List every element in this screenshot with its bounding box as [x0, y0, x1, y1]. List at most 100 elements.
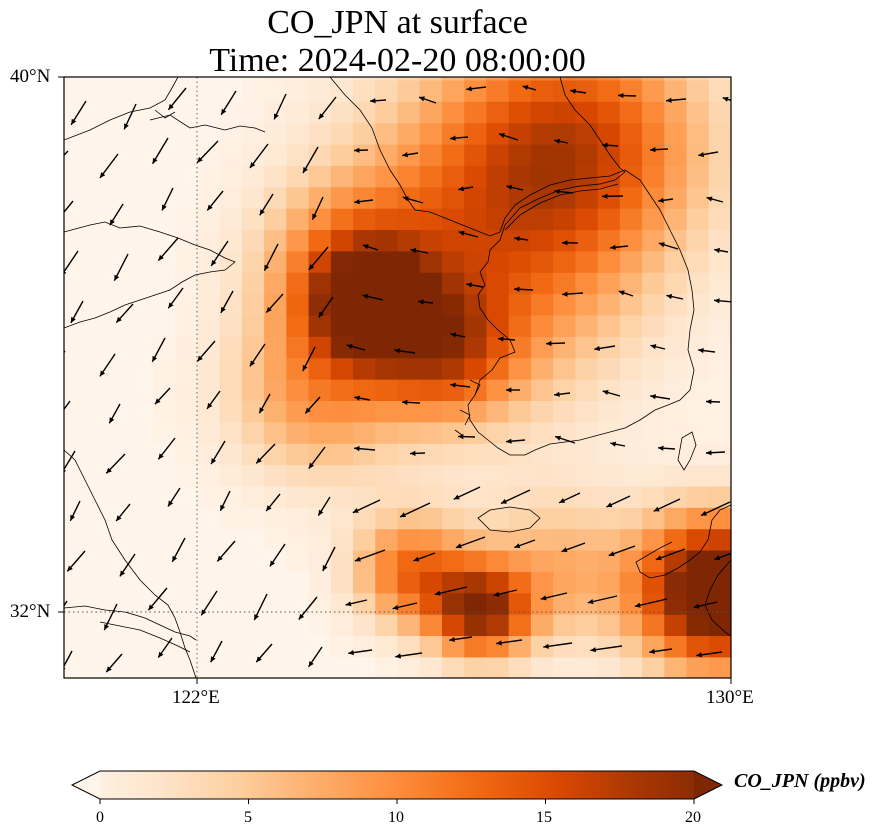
wind-arrow	[354, 446, 376, 452]
field-cell	[619, 378, 643, 402]
field-cell	[508, 186, 532, 209]
map-subtitle-time: Time: 2024-02-20 08:00:00	[209, 42, 586, 79]
field-cell	[664, 101, 688, 124]
wind-arrow	[196, 140, 219, 164]
field-cell	[597, 122, 621, 145]
wind-arrow	[210, 640, 223, 663]
colorbar-tick-15: 15	[536, 809, 552, 826]
wind-arrow	[354, 199, 374, 205]
field-cell	[686, 143, 710, 166]
field-cell	[419, 77, 443, 81]
field-cell	[575, 271, 599, 295]
field-cell	[642, 77, 666, 81]
field-cell	[575, 143, 599, 166]
field-cell	[286, 378, 310, 402]
field-cell	[664, 207, 688, 231]
wind-arrow	[722, 96, 731, 102]
field-cell	[441, 656, 465, 678]
field-cell	[575, 77, 599, 81]
colorbar-tick-10: 10	[388, 809, 404, 826]
field-cell	[530, 442, 554, 466]
field-cell	[575, 507, 599, 530]
wind-arrow	[554, 188, 574, 195]
field-cell	[308, 592, 332, 615]
field-cell	[264, 143, 288, 166]
field-cell	[553, 635, 577, 658]
field-cell	[486, 421, 510, 444]
field-cell	[464, 122, 488, 145]
field-cell	[197, 357, 221, 380]
field-cell	[508, 357, 532, 380]
field-cell	[375, 165, 399, 188]
field-cell	[330, 77, 354, 81]
wind-arrow	[70, 300, 84, 324]
wind-arrow	[64, 200, 74, 214]
field-cell	[708, 656, 731, 678]
field-cell	[397, 485, 421, 508]
wind-arrow	[103, 603, 118, 631]
field-cell	[553, 442, 577, 466]
field-cell	[330, 421, 354, 444]
wind-arrow	[369, 98, 387, 104]
wind-arrow	[522, 85, 537, 91]
field-cell	[375, 79, 399, 102]
colorbar-fill	[72, 771, 722, 799]
field-cell	[553, 77, 577, 81]
field-cell	[486, 507, 510, 530]
field-cell	[708, 79, 731, 102]
field-cell	[642, 101, 666, 124]
field-cell	[219, 485, 243, 508]
field-cell	[219, 507, 243, 530]
field-cell	[664, 77, 688, 81]
field-cell	[375, 186, 399, 209]
field-cell	[619, 485, 643, 508]
field-cell	[597, 293, 621, 316]
field-cell	[375, 507, 399, 530]
field-cell	[308, 101, 332, 124]
wind-arrow	[610, 441, 626, 447]
field-cell	[286, 336, 310, 359]
wind-arrow	[655, 548, 686, 561]
field-cell	[241, 271, 265, 295]
field-cell	[708, 485, 731, 508]
coastline-yangtze-south	[99, 621, 191, 653]
field-cell	[530, 293, 554, 316]
field-cell	[264, 77, 288, 81]
field-cell	[308, 528, 332, 551]
field-cell	[508, 79, 532, 102]
field-cell	[419, 250, 443, 273]
field-cell	[619, 613, 643, 637]
field-cell	[708, 314, 731, 337]
field-cell	[486, 271, 510, 295]
field-cell	[597, 143, 621, 166]
coastline-jiangsu	[64, 449, 197, 678]
field-cell	[419, 507, 443, 530]
field-cell	[731, 315, 754, 337]
field-cell	[441, 464, 465, 487]
field-cell	[375, 400, 399, 423]
field-cell	[308, 250, 332, 273]
colorbar-tick-20: 20	[685, 809, 701, 826]
field-cell	[686, 378, 710, 402]
field-cell	[286, 186, 310, 209]
field-cell	[397, 165, 421, 188]
field-cell	[553, 421, 577, 444]
field-cell	[353, 485, 377, 508]
field-cell	[708, 421, 731, 444]
field-cell	[419, 635, 443, 658]
field-cell	[619, 143, 643, 166]
field-cell	[553, 186, 577, 209]
field-cell	[597, 442, 621, 466]
field-cell	[219, 250, 243, 273]
field-cell	[553, 250, 577, 273]
field-cell	[686, 186, 710, 209]
wind-arrow	[216, 540, 236, 562]
coastline-north-korea-east	[559, 77, 626, 173]
field-cell	[197, 165, 221, 188]
field-cell	[619, 464, 643, 487]
wind-arrow	[608, 545, 636, 557]
concentration-field	[152, 77, 754, 678]
wind-arrow	[418, 299, 434, 305]
field-cell	[241, 165, 265, 188]
field-cell	[642, 79, 666, 102]
